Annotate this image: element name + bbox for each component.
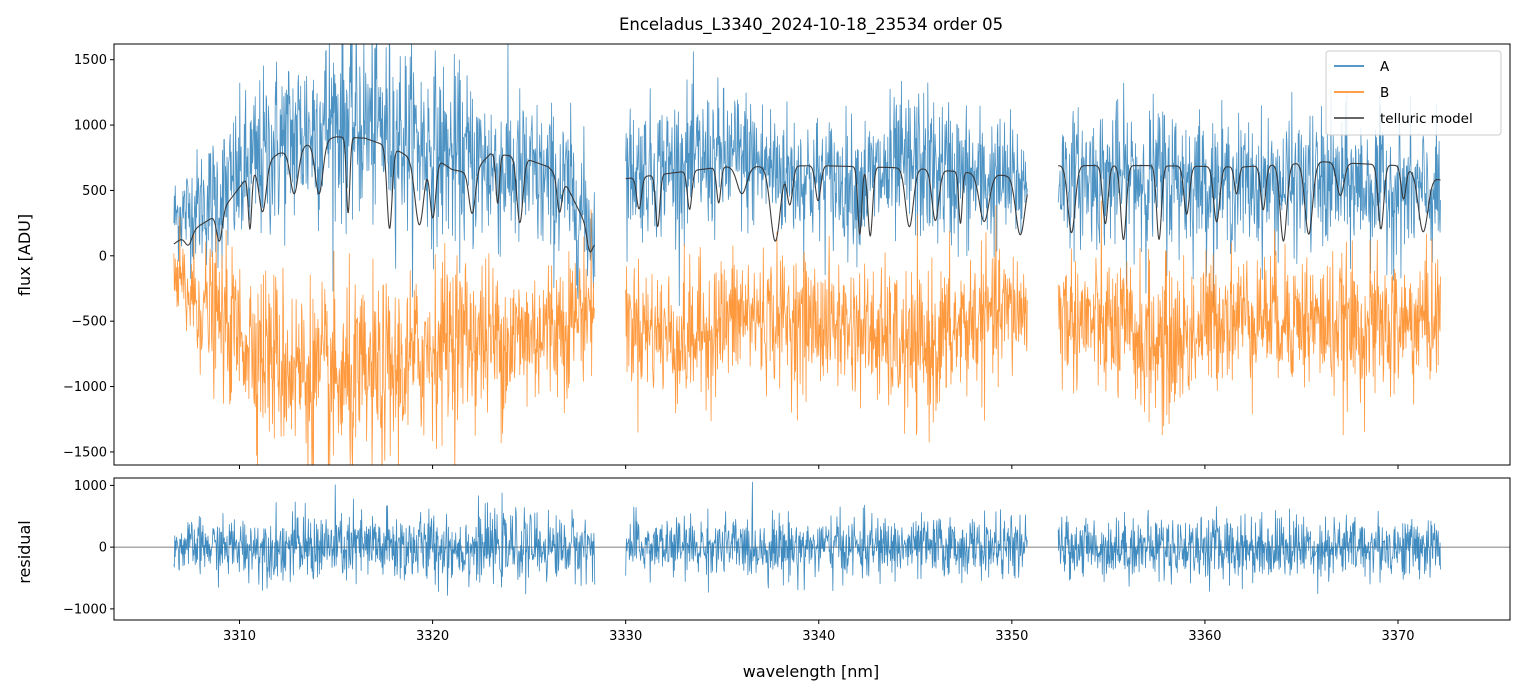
flux-ytick-label: 500 bbox=[82, 184, 107, 199]
residual-series-residual bbox=[173, 481, 1441, 596]
flux-series-a bbox=[173, 44, 1441, 307]
flux-series-telluric-model bbox=[173, 136, 1441, 253]
residual-line-residual-seg0 bbox=[173, 484, 596, 596]
residual-ytick-label: 0 bbox=[99, 541, 107, 556]
flux-ytick-label: 1000 bbox=[74, 119, 107, 134]
x-tick-label: 3350 bbox=[995, 629, 1028, 644]
chart-title: Enceladus_L3340_2024-10-18_23534 order 0… bbox=[619, 15, 1003, 35]
flux-line-telluric-model-seg0 bbox=[173, 136, 595, 253]
residual-y-axis-label: residual bbox=[15, 520, 34, 583]
legend-label-b: B bbox=[1380, 85, 1389, 101]
flux-axes-frame bbox=[113, 43, 1511, 466]
flux-line-a-seg2 bbox=[1057, 82, 1441, 307]
residual-line-residual-seg2 bbox=[1057, 506, 1441, 595]
flux-ytick-label: −500 bbox=[71, 315, 107, 330]
x-tick-label: 3310 bbox=[223, 629, 256, 644]
flux-line-b-seg1 bbox=[625, 205, 1028, 443]
legend-label-telluric: telluric model bbox=[1380, 111, 1473, 127]
flux-ytick-label: 1500 bbox=[74, 53, 107, 68]
x-tick-label: 3370 bbox=[1381, 629, 1414, 644]
flux-line-b-seg2 bbox=[1057, 200, 1441, 436]
residual-axes-frame bbox=[113, 477, 1511, 621]
legend: A B telluric model bbox=[1325, 50, 1502, 136]
flux-ytick-label: −1500 bbox=[63, 445, 107, 460]
residual-line-residual-seg1 bbox=[625, 481, 1028, 593]
x-tick-label: 3320 bbox=[416, 629, 449, 644]
legend-box bbox=[1325, 50, 1502, 136]
x-tick-label: 3330 bbox=[609, 629, 642, 644]
flux-y-axis-label: flux [ADU] bbox=[15, 214, 34, 296]
flux-panel: −1500 −1000 −500 0 500 1000 1500 flux [ADU] A … bbox=[15, 43, 1511, 469]
flux-ytick-label: −1000 bbox=[63, 380, 107, 395]
x-tick-label: 3340 bbox=[802, 629, 835, 644]
legend-label-a: A bbox=[1380, 59, 1390, 75]
flux-line-telluric-model-seg2 bbox=[1058, 161, 1441, 242]
flux-line-telluric-model-seg1 bbox=[625, 165, 1028, 242]
residual-ytick-label: 1000 bbox=[74, 479, 107, 494]
flux-line-a-seg0 bbox=[173, 44, 596, 300]
flux-line-a-seg1 bbox=[625, 51, 1028, 307]
flux-series-b bbox=[173, 200, 1441, 465]
x-axis-label: wavelength [nm] bbox=[743, 662, 880, 681]
residual-ytick-label: −1000 bbox=[63, 602, 107, 617]
flux-line-b-seg0 bbox=[173, 209, 596, 465]
flux-ytick-label: 0 bbox=[99, 249, 107, 264]
x-tick-label: 3360 bbox=[1188, 629, 1221, 644]
